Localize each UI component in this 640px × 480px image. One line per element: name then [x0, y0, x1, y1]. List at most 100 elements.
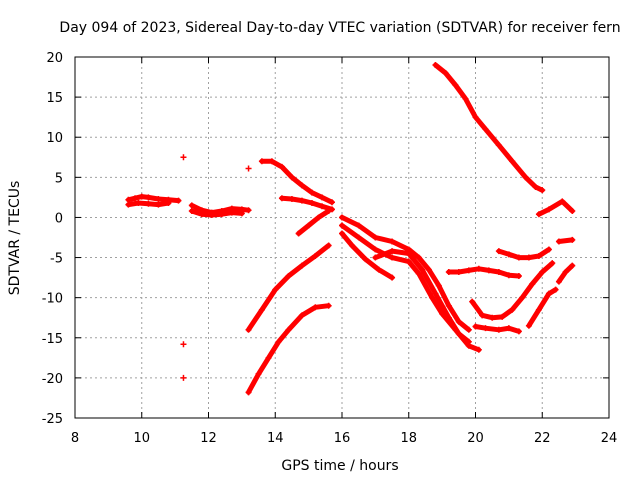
- data-point: [325, 242, 332, 249]
- data-point: [132, 195, 139, 202]
- series-isolated-points: [180, 154, 252, 381]
- data-point: [272, 286, 279, 293]
- data-point: [298, 262, 305, 269]
- series-track-22: [555, 262, 576, 285]
- data-point: [549, 260, 556, 267]
- data-point: [569, 208, 576, 215]
- series-track-17: [469, 260, 556, 321]
- data-point: [258, 158, 265, 165]
- series-track-2: [125, 200, 172, 208]
- data-point: [515, 273, 522, 280]
- data-point: [285, 273, 292, 280]
- series-track-14: [432, 62, 546, 194]
- series-trace: [246, 303, 332, 395]
- data-point: [198, 211, 205, 218]
- data-point: [555, 278, 562, 285]
- data-point: [328, 199, 335, 206]
- data-point: [515, 254, 522, 261]
- data-point: [389, 248, 396, 255]
- data-point: [545, 206, 552, 213]
- data-point: [238, 210, 245, 217]
- data-point: [445, 314, 452, 321]
- data-point: [188, 208, 195, 215]
- data-point: [405, 258, 412, 265]
- series-track-10: [339, 214, 472, 333]
- data-point: [138, 193, 145, 200]
- data-point: [255, 370, 262, 377]
- data-point: [569, 262, 576, 269]
- data-point: [505, 325, 512, 332]
- data-point: [489, 314, 496, 321]
- data-point: [355, 234, 362, 241]
- data-point: [509, 158, 516, 165]
- series-trace: [526, 287, 559, 329]
- data-point: [469, 298, 476, 305]
- y-axis-label: SDTVAR / TECUs: [7, 181, 23, 296]
- data-point: [362, 256, 369, 263]
- data-point: [312, 252, 319, 259]
- data-point: [245, 326, 252, 333]
- data-point: [278, 195, 285, 202]
- data-point: [415, 254, 422, 261]
- x-tick-label: 24: [601, 431, 618, 446]
- data-point: [285, 326, 292, 333]
- data-point: [569, 236, 576, 243]
- series-track-7: [295, 208, 332, 237]
- data-point: [318, 194, 325, 201]
- data-point: [145, 194, 152, 201]
- data-point: [245, 207, 252, 214]
- data-point: [218, 211, 225, 218]
- data-point: [475, 346, 482, 353]
- data-point: [495, 248, 502, 255]
- data-point: [519, 294, 526, 301]
- data-point: [245, 389, 252, 396]
- data-point: [175, 197, 182, 204]
- data-point: [228, 209, 235, 216]
- data-point: [372, 234, 379, 241]
- data-point: [312, 304, 319, 311]
- x-tick-label: 14: [267, 431, 284, 446]
- data-point: [425, 266, 432, 273]
- y-tick-label: 10: [46, 131, 63, 146]
- data-point: [545, 290, 552, 297]
- series-track-4: [188, 208, 245, 219]
- data-point: [485, 267, 492, 274]
- series-track-8: [245, 242, 332, 333]
- y-tick-label: -15: [42, 332, 63, 347]
- data-point: [308, 189, 315, 196]
- data-point: [559, 198, 566, 205]
- data-point: [475, 265, 482, 272]
- y-tick-label: 20: [46, 51, 63, 66]
- data-point: [462, 95, 469, 102]
- data-point: [545, 246, 552, 253]
- data-point: [539, 187, 546, 194]
- data-point: [472, 114, 479, 121]
- x-tick-label: 22: [534, 431, 551, 446]
- series-track-19: [525, 286, 559, 329]
- tick-layer: 8 10 12 14 16 18 20 22 24 -25 -20 -15 -10 -5 0 5 10 15 20: [42, 51, 618, 446]
- data-point: [295, 230, 302, 237]
- data-point: [405, 250, 412, 257]
- data-point: [539, 268, 546, 275]
- chart-title: Day 094 of 2023, Sidereal Day-to-day VTE…: [59, 20, 620, 36]
- series-track-20: [535, 198, 576, 218]
- x-tick-label: 10: [133, 431, 150, 446]
- x-axis-label: GPS time / hours: [281, 458, 398, 474]
- data-point: [372, 254, 379, 261]
- x-tick-label: 8: [71, 431, 79, 446]
- y-tick-label: -20: [42, 372, 63, 387]
- data-point: [188, 202, 195, 209]
- series-track-5: [258, 158, 335, 206]
- series-track-1: [125, 193, 182, 204]
- series-trace: [259, 158, 335, 205]
- data-point: [452, 82, 459, 89]
- data-point: [495, 142, 502, 149]
- data-point: [339, 222, 345, 229]
- series-track-12: [339, 230, 396, 281]
- x-tick-label: 18: [400, 431, 417, 446]
- data-point: [315, 214, 322, 221]
- data-point: [442, 70, 449, 77]
- data-point: [325, 302, 332, 309]
- series-track-16: [495, 246, 552, 261]
- data-point: [535, 306, 542, 313]
